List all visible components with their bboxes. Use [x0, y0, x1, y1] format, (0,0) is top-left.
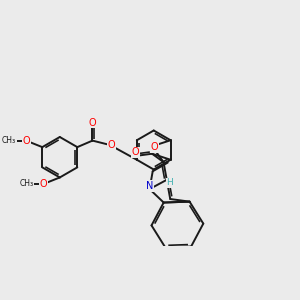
Text: O: O: [131, 147, 139, 157]
Text: H: H: [167, 178, 173, 187]
Text: N: N: [146, 181, 153, 191]
Text: CH₃: CH₃: [2, 136, 16, 145]
Text: CH₃: CH₃: [20, 179, 34, 188]
Text: O: O: [40, 179, 47, 189]
Text: O: O: [89, 118, 96, 128]
Text: O: O: [22, 136, 30, 146]
Text: O: O: [150, 142, 158, 152]
Text: O: O: [108, 140, 116, 150]
